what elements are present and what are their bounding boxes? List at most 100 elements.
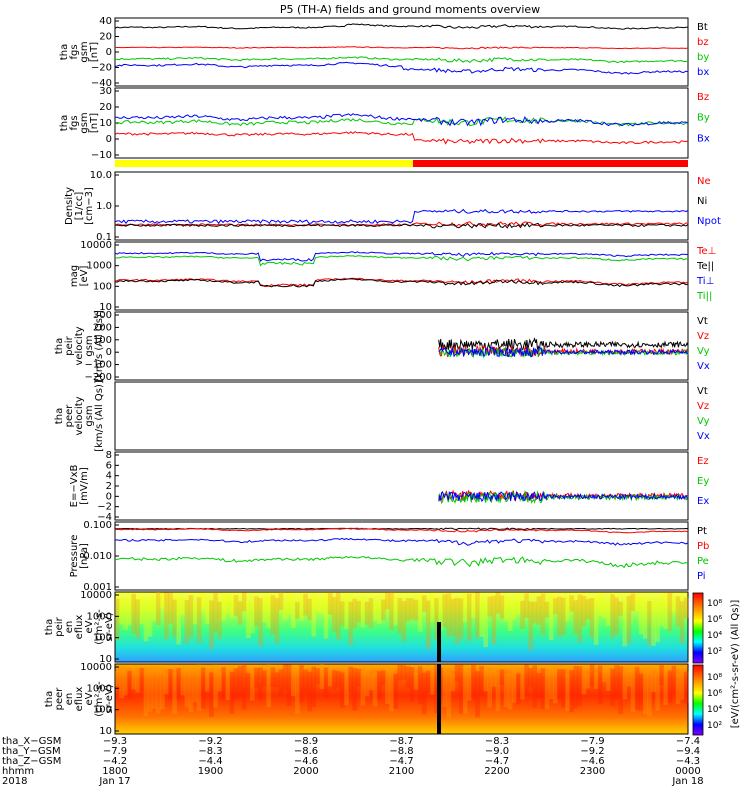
spectrogram-cell [675,596,681,627]
spectrogram-cell [450,598,456,637]
x-tick-label: 0000 [675,766,700,777]
y-tick-label: 1000 [87,611,112,622]
data-gap [437,664,442,734]
spectrogram-cell [532,665,538,708]
series-line [114,222,689,229]
spectrogram-cell [258,667,263,700]
colorbar-tick: 10⁸ [707,673,722,683]
spectrogram-cell [499,669,505,685]
spectrogram-cell [393,673,398,709]
spectrogram-cell [602,600,607,619]
spectrogram-cell [638,598,644,635]
spectrogram-cell [540,593,546,635]
y-axis-label: sr-eV) [104,684,115,713]
spectrogram-cell [602,664,607,682]
spectrogram-cell [565,673,570,711]
spectrogram-cell [278,669,284,696]
spectrogram-cell [299,665,304,703]
spectrogram-cell [454,664,460,682]
y-axis-label: peer [64,404,75,428]
spectrogram-cell [188,669,194,713]
spectrogram-cell [536,596,542,625]
x-tick-label: −7.9 [103,746,127,757]
x-tick-label: 1900 [198,766,223,777]
colorbar-tick: 10² [707,721,722,731]
spectrogram-cell [319,664,325,690]
spectrogram-cell [127,600,132,625]
spectrogram-cell [172,599,177,638]
x-tick-label: 2200 [484,766,509,777]
spectrogram-cell [389,592,394,631]
spectrogram-cell [540,668,546,710]
panel-frame [114,451,689,521]
legend-entry: Vy [697,416,710,427]
y-axis-label: mag [69,265,80,287]
series-line [114,113,689,127]
spectrogram-cell [593,597,599,645]
spectrogram-cell [245,673,251,693]
x-tick-label: −9.0 [485,746,509,757]
spectrogram-cell [544,601,550,618]
y-tick-label: −2 [97,502,112,513]
spectrogram-cell [569,670,574,713]
y-axis-label: gsm [79,112,90,133]
y-tick-label: 40 [99,16,112,27]
y-axis-label: gsm [84,405,95,426]
series-line [114,278,689,288]
y-tick-label: 0.1 [96,232,112,243]
spectrogram-cell [192,668,198,703]
panel-frame [114,171,689,241]
spectrogram-cell [221,667,227,699]
series-line [114,131,689,145]
spectrogram-cell [638,673,644,711]
x-tick-label: −4.6 [294,756,318,767]
y-tick-label: −4 [97,512,112,523]
spectrogram-cell [160,593,165,608]
spectrogram-cell [475,670,480,718]
spectrogram-cell [679,601,685,644]
y-axis-label: [cm−3] [84,187,95,225]
y-tick-label: −200 [85,372,112,383]
y-axis-label: sr-eV) [104,612,115,641]
panel-frame [114,381,689,451]
spectrogram-cell [409,598,415,620]
spectrogram-cell [205,599,210,624]
y-tick-label: 10000 [80,662,112,673]
spectrogram-cell [585,599,591,620]
spectrogram-cell [397,598,402,634]
spectrogram-cell [683,671,689,704]
colorbar-tick: 10⁸ [707,599,722,609]
y-tick-label: −100 [85,360,112,371]
series-line [114,56,689,64]
spectrogram-cell [544,670,550,709]
spectrogram-cell [233,668,239,700]
y-tick-label: 20 [99,102,112,113]
spectrogram-cell [233,595,239,616]
spectrogram-cell [250,671,255,701]
spectrogram-cell [225,594,231,614]
legend-entry: Pi [697,571,706,582]
legend-entry: Te⊥ [696,246,716,257]
spectrogram-cell [524,593,529,618]
spectrogram-cell [483,601,488,648]
spectrogram-cell [135,599,141,639]
y-axis-label: [nPa] [79,543,90,569]
legend-entry: Pe [697,556,709,567]
legend-entry: Vt [697,386,708,397]
spectrogram-cell [270,667,276,687]
spectrogram-cell [352,668,357,711]
spectrogram-cell [577,594,583,643]
legend-entry: Vy [697,346,710,357]
spectrogram-cell [307,598,312,621]
y-axis-label: peir [54,616,65,636]
spectrogram-cell [573,600,578,635]
y-axis-label: fgs [69,115,80,130]
y-tick-label: 6 [106,460,112,471]
spectrogram-cell [172,672,177,715]
y-tick-label: 100 [93,705,112,716]
spectrogram-cell [585,673,591,689]
spectrogram-cell [270,595,276,635]
spectrogram-cell [274,598,280,644]
legend-entry: Ex [697,496,709,507]
